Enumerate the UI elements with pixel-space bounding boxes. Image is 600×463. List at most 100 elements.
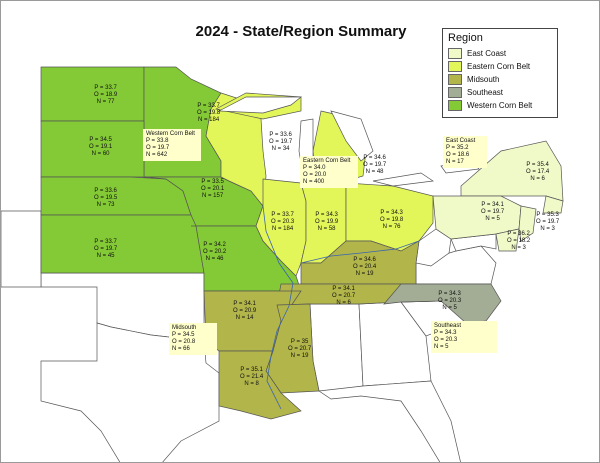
- stat-o: O = 20.3: [271, 219, 295, 225]
- callout-o: O = 18.6: [446, 152, 470, 158]
- stat-o: O = 20.4: [353, 264, 377, 270]
- state-label-tn: P = 34.1 O = 20.7 N = 6: [332, 286, 355, 307]
- other-states: [1, 210, 497, 462]
- rivers: [262, 205, 420, 410]
- callout-title: Southeast: [434, 323, 462, 329]
- legend-swatch: [448, 61, 462, 72]
- stat-p: P = 34.5: [89, 137, 112, 143]
- state-co: [1, 210, 42, 288]
- stat-o: O = 17.4: [526, 169, 550, 175]
- callout-o: O = 20.0: [303, 172, 327, 178]
- stat-n: N = 5: [442, 305, 457, 311]
- stat-o: O = 19.1: [89, 144, 113, 150]
- stat-n: N = 3: [540, 226, 555, 232]
- stat-p: P = 33.6: [94, 188, 117, 194]
- callout-p: P = 34.3: [434, 330, 457, 336]
- state-label-ms: P = 35 O = 20.7 N = 19: [288, 339, 311, 360]
- legend-title: Region: [448, 32, 483, 44]
- stat-o: O = 19.9: [315, 219, 339, 225]
- stat-p: P = 34.3: [380, 210, 403, 216]
- stat-n: N = 77: [96, 99, 115, 105]
- callout-p: P = 35.2: [446, 145, 469, 151]
- stat-o: O = 19.7: [269, 139, 293, 145]
- state-wi: [205, 92, 267, 207]
- callout-o: O = 19.7: [146, 145, 170, 151]
- state-label-il: P = 33.7 O = 20.3 N = 184: [271, 212, 294, 233]
- stat-n: N = 76: [382, 224, 401, 230]
- state-ks: [40, 214, 205, 274]
- state-label-nj: P = 35.3 O = 19.7 N = 3: [536, 212, 559, 233]
- stat-o: O = 21.4: [240, 374, 264, 380]
- stat-p: P = 35.1: [240, 367, 263, 373]
- stat-o: O = 19.8: [197, 110, 221, 116]
- callout-p: P = 34.5: [172, 332, 195, 338]
- great-lakes: [217, 96, 480, 187]
- state-al: [309, 303, 364, 392]
- legend-item: Southeast: [448, 86, 557, 99]
- region-callout-eastern-corn-belt: Eastern Corn Belt P = 34.0 O = 20.0 N = …: [300, 156, 358, 188]
- stat-p: P = 34.6: [363, 155, 386, 161]
- stat-p: P = 34.6: [353, 257, 376, 263]
- stat-p: P = 34.2: [203, 242, 226, 248]
- callout-n: N = 642: [146, 152, 168, 158]
- callout-n: N = 66: [172, 346, 190, 352]
- stat-p: P = 34.1: [481, 202, 504, 208]
- region-callout-southeast: Southeast P = 34.3 O = 20.3 N = 5: [431, 321, 497, 353]
- callout-n: N = 400: [303, 179, 325, 185]
- stat-p: P = 35.3: [536, 212, 559, 218]
- state-label-la: P = 35.1 O = 21.4 N = 8: [240, 367, 263, 388]
- state-label-ne: P = 33.6 O = 19.5 N = 73: [94, 188, 117, 209]
- callout-p: P = 33.8: [146, 138, 169, 144]
- stat-n: N = 46: [205, 256, 224, 262]
- stat-o: O = 18.2: [507, 238, 531, 244]
- stat-p: P = 33.7: [94, 85, 117, 91]
- callout-o: O = 20.3: [434, 337, 458, 343]
- callout-title: East Coast: [446, 138, 476, 144]
- stat-o: O = 19.5: [94, 195, 118, 201]
- state-label-nd: P = 33.7 O = 19.8 N = 184: [197, 103, 220, 124]
- stat-p: P = 34.1: [332, 286, 355, 292]
- callout-p: P = 34.0: [303, 165, 326, 171]
- state-label-mn: P = 33.7 O = 18.9 N = 77: [94, 85, 117, 106]
- legend-label: Midsouth: [467, 75, 500, 84]
- legend-swatch: [448, 74, 462, 85]
- state-label-oh: P = 34.3 O = 19.8 N = 76: [380, 210, 403, 231]
- stat-o: O = 20.7: [288, 346, 312, 352]
- map-title: 2024 - State/Region Summary: [195, 23, 407, 40]
- state-label-sd: P = 34.5 O = 19.1 N = 60: [89, 137, 112, 158]
- legend-label: Southeast: [467, 88, 504, 97]
- stat-n: N = 45: [96, 253, 115, 259]
- legend-swatch: [448, 100, 462, 111]
- stat-p: P = 33.7: [197, 103, 220, 109]
- state-fl: [318, 380, 461, 462]
- stat-n: N = 34: [271, 146, 290, 152]
- stat-n: N = 5: [485, 216, 500, 222]
- stat-p: P = 35.4: [526, 162, 549, 168]
- stat-n: N = 157: [202, 193, 224, 199]
- state-label-wi: P = 33.6 O = 19.7 N = 34: [269, 132, 292, 153]
- stat-p: P = 33.7: [94, 239, 117, 245]
- stat-p: P = 34.3: [438, 291, 461, 297]
- legend-label: Eastern Corn Belt: [467, 62, 531, 71]
- state-label-ks: P = 33.7 O = 19.7 N = 45: [94, 239, 117, 260]
- state-label-mo: P = 34.2 O = 20.2 N = 46: [203, 242, 226, 263]
- stat-n: N = 14: [235, 315, 254, 321]
- stat-n: N = 6: [336, 300, 351, 306]
- stat-p: P = 35: [290, 339, 309, 345]
- legend-label: East Coast: [467, 49, 507, 58]
- lake-erie: [372, 172, 434, 187]
- state-label-pa: P = 34.1 O = 19.7 N = 5: [481, 202, 504, 223]
- legend-swatch: [448, 48, 462, 59]
- ohio-river: [300, 240, 420, 264]
- stat-n: N = 6: [530, 176, 545, 182]
- callout-title: Midsouth: [172, 325, 197, 331]
- stat-n: N = 58: [317, 226, 336, 232]
- state-label-ky: P = 34.6 O = 20.4 N = 19: [353, 257, 376, 278]
- callout-n: N = 5: [434, 344, 449, 350]
- state-label-de: P = 36.2 O = 18.2 N = 3: [507, 231, 530, 252]
- state-nd: [40, 66, 145, 122]
- lake-superior: [217, 96, 302, 114]
- stat-n: N = 184: [272, 226, 294, 232]
- legend-swatch: [448, 87, 462, 98]
